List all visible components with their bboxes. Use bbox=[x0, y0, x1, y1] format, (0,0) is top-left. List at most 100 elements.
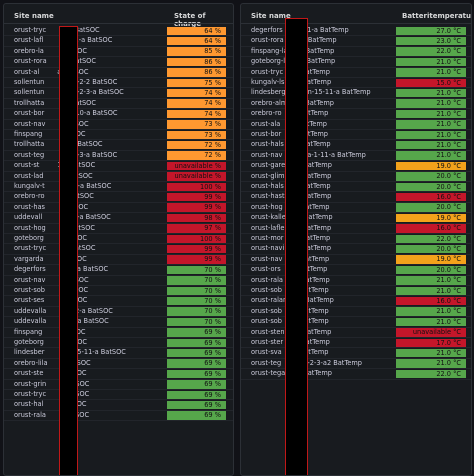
site-name-cell[interactable]: orust-grinBatSOC bbox=[14, 380, 165, 389]
site-name-prefix: orust-nav bbox=[251, 150, 283, 159]
site-name-prefix: orust-hog bbox=[251, 202, 283, 211]
site-name-cell[interactable]: goteborgBatSOC bbox=[14, 234, 165, 243]
site-name-cell[interactable]: uddevalla -23-a BatSOC bbox=[14, 317, 165, 326]
table-row: sollentun man-2-3-a BatSOC 74 % bbox=[4, 88, 233, 99]
column-header-state-of-charge[interactable]: State of charge bbox=[174, 12, 206, 28]
state-of-charge-panel: Site name State of charge orust-tryc a2 B… bbox=[3, 3, 234, 476]
site-name-cell[interactable]: orust-tryc a BatSOC bbox=[14, 244, 165, 253]
site-name-suffix: -11-a BatTemp bbox=[300, 26, 349, 34]
site-name-cell[interactable]: finspang-la BatTemp bbox=[251, 47, 394, 56]
site-name-cell[interactable]: orust-sten BatTemp bbox=[251, 328, 394, 337]
site-name-cell[interactable]: orust-teg od-2-3-a2 BatTemp bbox=[251, 359, 394, 368]
site-name-cell[interactable]: degerfors -11-a BatTemp bbox=[251, 26, 394, 35]
site-name-cell[interactable]: orust-tryc a2 BatSOC bbox=[14, 26, 165, 35]
site-name-cell[interactable]: orust-sob BatTemp bbox=[251, 307, 394, 316]
site-name-cell[interactable]: orust-rora a BatTemp bbox=[251, 36, 394, 45]
table-row: orebro-ro a BatSOC 99 % bbox=[4, 192, 233, 203]
site-name-cell[interactable]: orust-hals BatTemp bbox=[251, 140, 394, 149]
site-name-cell[interactable]: orust-hast BatTemp bbox=[251, 192, 394, 201]
table-row: orust-lafl -2-41-a BatSOC 64 % bbox=[4, 36, 233, 47]
site-name-cell[interactable]: orust-kalle BatTemp bbox=[251, 213, 394, 222]
site-name-cell[interactable]: vargardaBatSOC bbox=[14, 255, 165, 264]
site-name-suffix: en-15-11-a BatSOC bbox=[62, 348, 126, 357]
value-cell: 20.0 °C bbox=[396, 182, 466, 192]
site-name-cell[interactable]: trollhatta -9-a BatSOC bbox=[14, 140, 165, 149]
site-name-cell[interactable]: orebro-lila BatSOC bbox=[14, 359, 165, 368]
site-name-cell[interactable]: orust-ala BatSOC bbox=[14, 68, 165, 77]
site-name-cell[interactable]: orebro-ro a BatSOC bbox=[14, 192, 165, 201]
site-name-cell[interactable]: orust-sesBatSOC bbox=[14, 296, 165, 305]
site-name-cell[interactable]: orust-hog BatTemp bbox=[251, 203, 394, 212]
site-name-cell[interactable]: orust-trycBatSOC bbox=[14, 390, 165, 399]
site-name-cell[interactable]: trollhatta -a BatSOC bbox=[14, 99, 165, 108]
site-name-cell[interactable]: finspangBatSOC bbox=[14, 130, 165, 139]
site-name-cell[interactable]: orust-sob BatTemp bbox=[251, 286, 394, 295]
site-name-cell[interactable]: orust-tega BatTemp bbox=[251, 369, 394, 378]
site-name-cell[interactable]: orust-hasBatSOC bbox=[14, 203, 165, 212]
site-name-cell[interactable]: orust-lada BatSOC bbox=[14, 172, 165, 181]
site-name-cell[interactable]: uddevalla -112-a BatSOC bbox=[14, 307, 165, 316]
site-name-cell[interactable]: orust-navBatSOC bbox=[14, 120, 165, 129]
site-name-cell[interactable]: orust-ralaBatSOC bbox=[14, 411, 165, 420]
site-name-cell[interactable]: orust-ors BatTemp bbox=[251, 265, 394, 274]
site-name-cell[interactable]: sollentun man-2-3-a BatSOC bbox=[14, 88, 165, 97]
site-name-cell[interactable]: degerfors -11-a BatSOC bbox=[14, 265, 165, 274]
site-name-cell[interactable]: orust-rora a BatSOC bbox=[14, 57, 165, 66]
site-name-cell[interactable]: orust-nav BatTemp bbox=[251, 255, 394, 264]
battery-temperature-panel: Site name Batteritemperatur degerfors -11… bbox=[240, 3, 472, 476]
site-name-cell[interactable]: orust-sobBatSOC bbox=[14, 286, 165, 295]
site-name-cell[interactable]: orust-navBatSOC bbox=[14, 276, 165, 285]
site-name-cell[interactable]: finspangBatSOC bbox=[14, 328, 165, 337]
site-name-cell[interactable]: orust-lafle BatTemp bbox=[251, 224, 394, 233]
value-cell: 16.0 °C bbox=[396, 296, 466, 306]
site-name-cell[interactable]: goteborg-ls BatTemp bbox=[251, 57, 394, 66]
site-name-cell[interactable]: sollentun man-2-2 BatSOC bbox=[14, 78, 165, 87]
site-name-cell[interactable]: orust-tryc BatTemp bbox=[251, 68, 394, 77]
site-name-cell[interactable]: lindesber en-15-11-a BatSOC bbox=[14, 348, 165, 357]
column-header-battery-temperature[interactable]: Batteritemperatur bbox=[402, 12, 472, 20]
site-name-suffix: a BatSOC bbox=[64, 57, 96, 66]
table-row: trollhatta -a BatSOC 74 % bbox=[4, 99, 233, 110]
table-row: orust-halBatSOC69 % bbox=[4, 400, 233, 411]
site-name-cell[interactable]: kungalv-ls BatTemp bbox=[251, 78, 394, 87]
site-name-cell[interactable]: uddevall v-1-7-a BatSOC bbox=[14, 213, 165, 222]
site-name-cell[interactable]: orust-teg od-2-3-a BatSOC bbox=[14, 151, 165, 160]
site-name-cell[interactable]: kungalv-t n-34-a BatSOC bbox=[14, 182, 165, 191]
site-name-cell[interactable]: orust-nav rga-1-11-a BatTemp bbox=[251, 151, 394, 160]
value-cell: 73 % bbox=[167, 130, 226, 140]
site-name-cell[interactable]: orust-ala BatTemp bbox=[251, 120, 394, 129]
site-name-cell[interactable]: orust-sob BatTemp bbox=[251, 317, 394, 326]
value-cell: 99 % bbox=[167, 192, 226, 202]
site-name-cell[interactable]: orust-ralan BatTemp bbox=[251, 296, 394, 305]
site-name-prefix: orust-rora bbox=[14, 57, 47, 66]
site-name-cell[interactable]: lindesberg en-15-11-a BatTemp bbox=[251, 88, 394, 97]
site-name-cell[interactable]: orust-st1-a BatSOC bbox=[14, 161, 165, 170]
site-name-cell[interactable]: orust-navi BatTemp bbox=[251, 244, 394, 253]
site-name-cell[interactable]: orust-hog a BatSOC bbox=[14, 224, 165, 233]
value-cell: 20.0 °C bbox=[396, 172, 466, 181]
site-name-cell[interactable]: orust-ster BatTemp bbox=[251, 338, 394, 347]
site-name-cell[interactable]: orust-bor ren-10-a BatSOC bbox=[14, 109, 165, 118]
site-name-cell[interactable]: orust-glim BatTemp bbox=[251, 172, 394, 181]
site-name-prefix: orust-has bbox=[14, 202, 45, 211]
site-name-cell[interactable]: orust-bor BatTemp bbox=[251, 130, 394, 139]
site-name-cell[interactable]: orust-halBatSOC bbox=[14, 400, 165, 409]
table-row: orust-tega BatTemp 22.0 °C bbox=[241, 369, 471, 380]
site-name-cell[interactable]: orebro-alm BatTemp bbox=[251, 99, 394, 108]
site-name-cell[interactable]: orust-mor BatTemp bbox=[251, 234, 394, 243]
site-name-suffix: BatTemp bbox=[300, 275, 330, 284]
site-name-cell[interactable]: orust-gare BatTemp bbox=[251, 161, 394, 170]
site-name-prefix: orust-nav bbox=[251, 254, 283, 263]
site-name-cell[interactable]: orust-steBatSOC bbox=[14, 369, 165, 378]
site-name-cell[interactable]: goteborgBatSOC bbox=[14, 338, 165, 347]
site-name-cell[interactable]: orust-rala BatTemp bbox=[251, 276, 394, 285]
site-name-cell[interactable]: orebro-ro BatTemp bbox=[251, 109, 394, 118]
column-header-site-name[interactable]: Site name bbox=[251, 12, 291, 20]
table-row: orust-hog BatTemp 20.0 °C bbox=[241, 203, 471, 214]
column-header-site-name[interactable]: Site name bbox=[14, 12, 54, 20]
site-name-prefix: orust-tryc bbox=[14, 390, 47, 398]
site-name-cell[interactable]: orust-sva BatTemp bbox=[251, 348, 394, 357]
site-name-cell[interactable]: orust-lafl -2-41-a BatSOC bbox=[14, 36, 165, 45]
site-name-cell[interactable]: orust-hals BatTemp bbox=[251, 182, 394, 191]
